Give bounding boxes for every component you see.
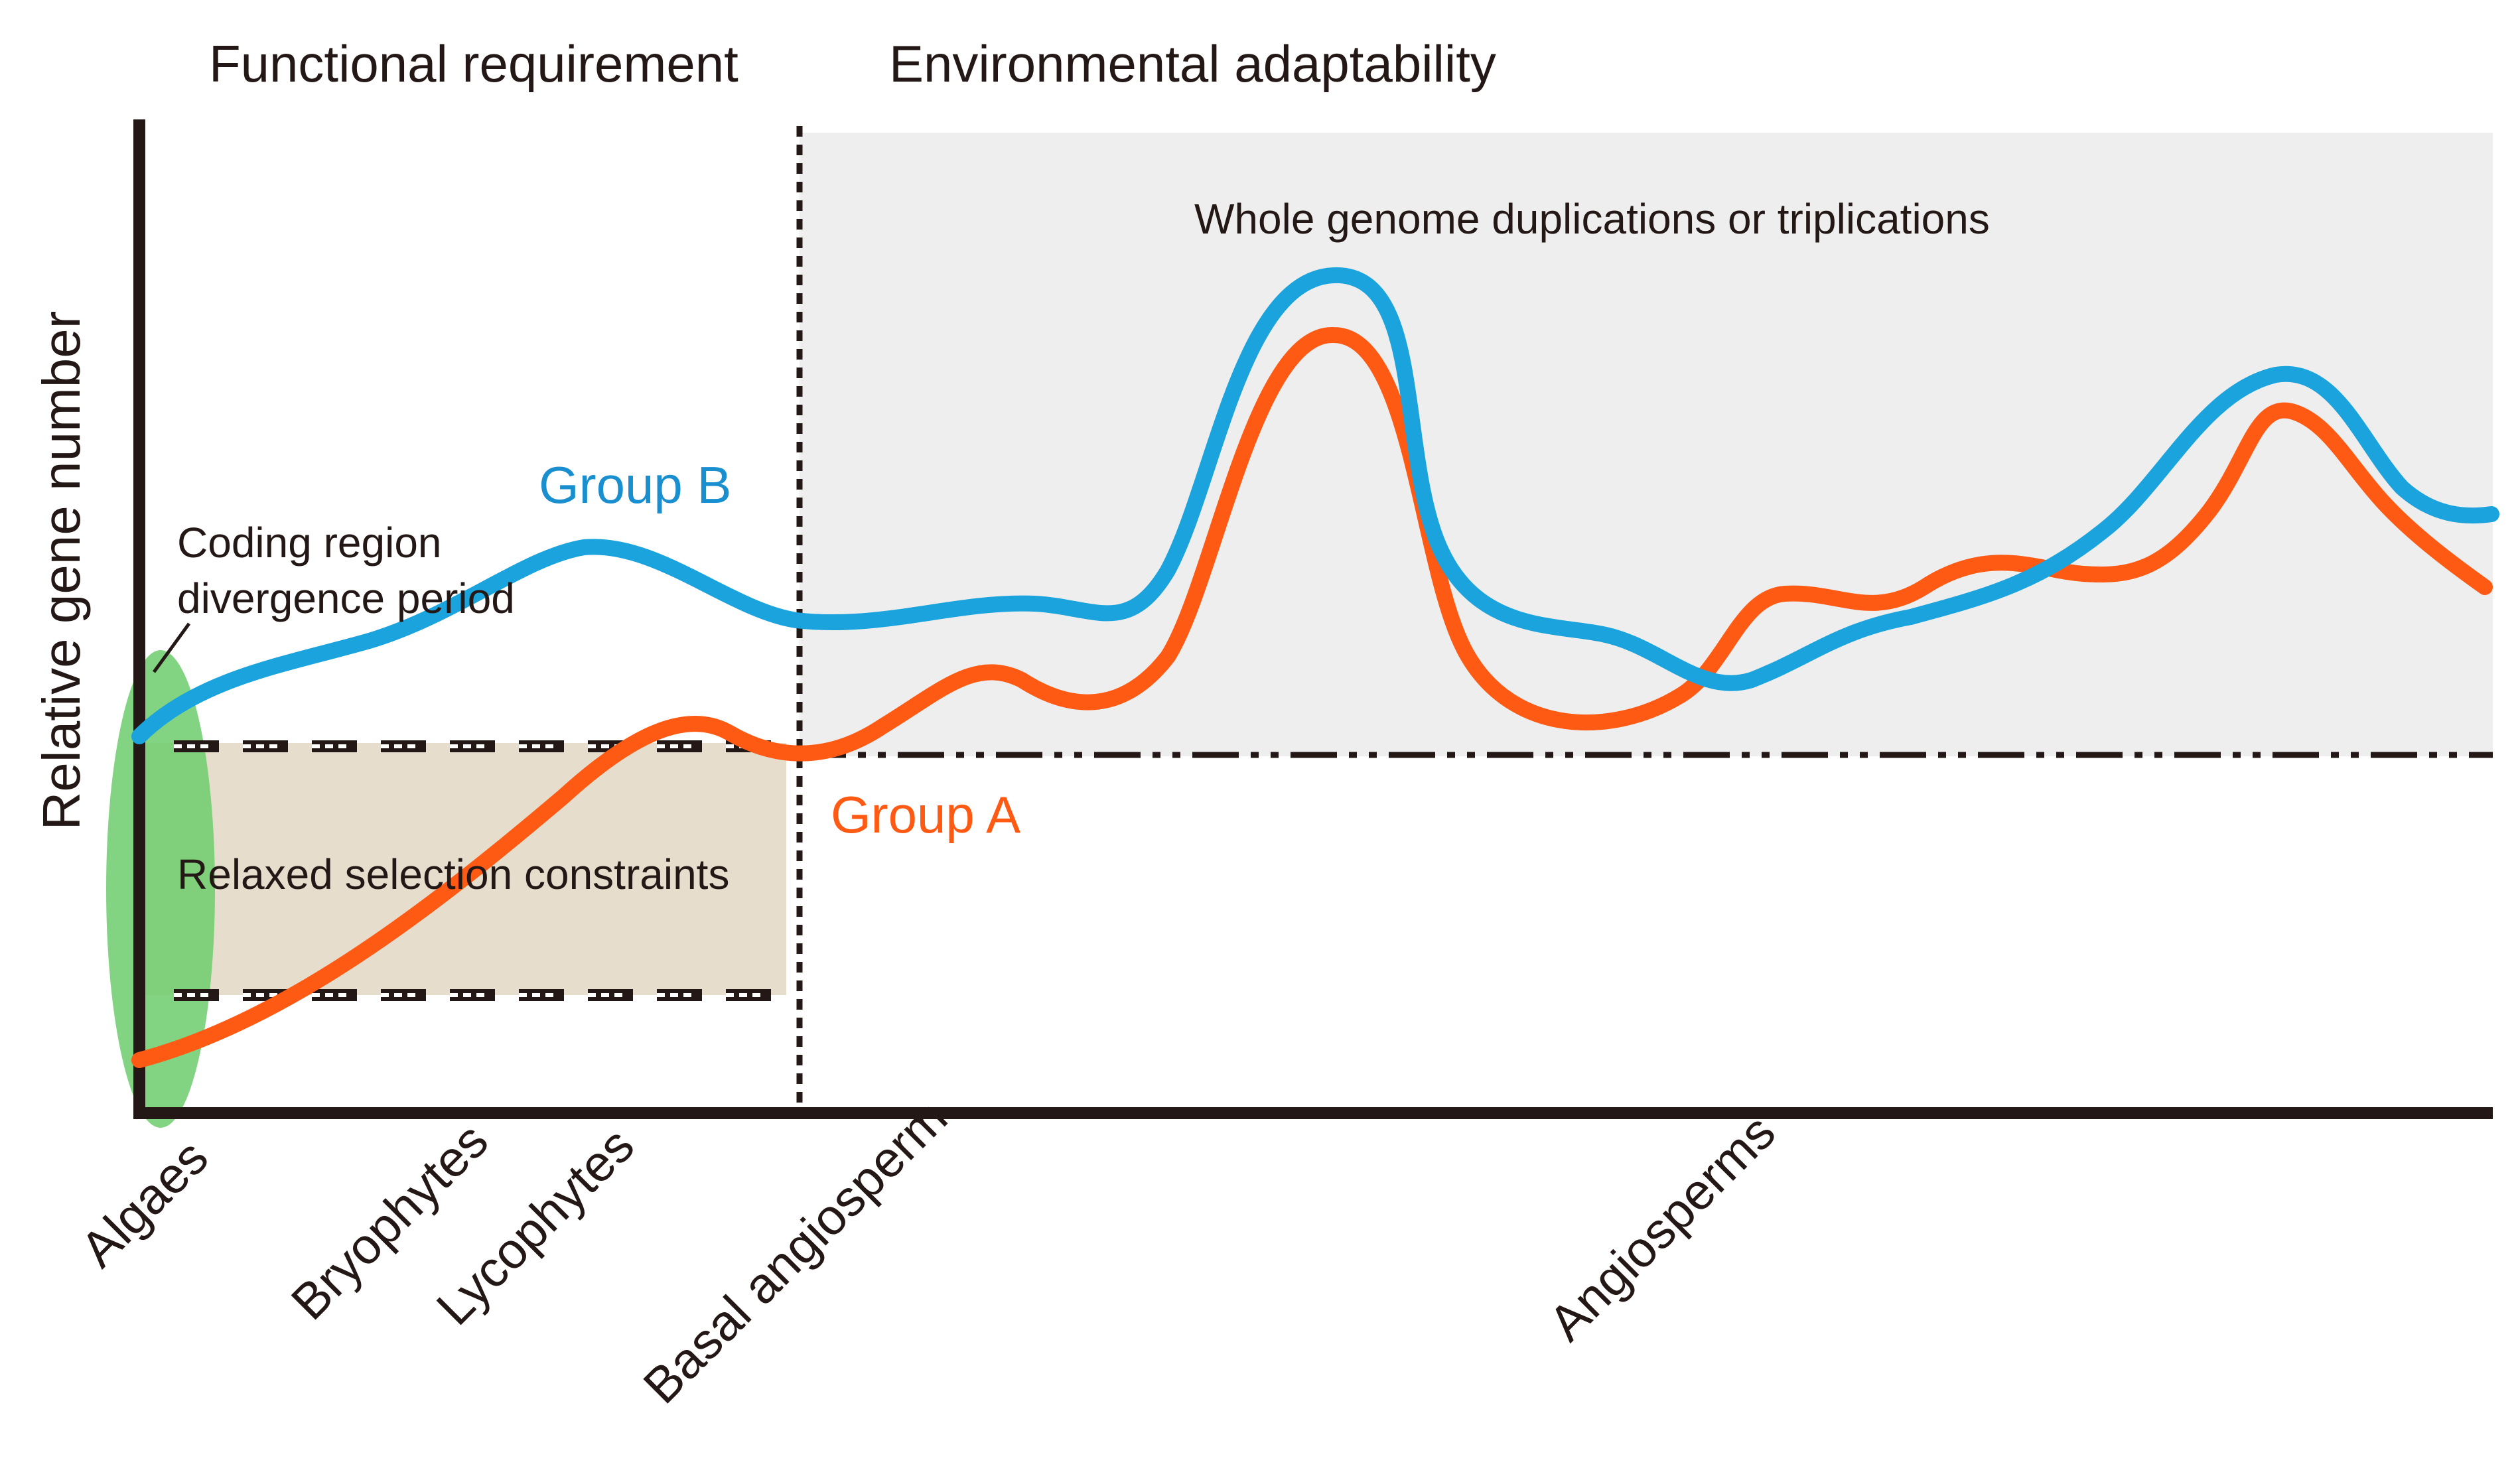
group-a-curve — [131, 326, 2493, 1068]
coding-region-label-line1: Coding region — [177, 519, 442, 567]
group-a-label: Group A — [831, 785, 1020, 844]
group-b-curve — [131, 267, 2499, 744]
x-label-angiosperms: Angiosperms — [1538, 1104, 1786, 1352]
header-environmental-adaptability: Environmental adaptability — [889, 34, 1496, 93]
relaxed-selection-label: Relaxed selection constraints — [177, 850, 729, 898]
x-label-basal-angiosperm: Basal angiosperm — [633, 1089, 958, 1414]
coding-region-label-line2: divergence period — [177, 574, 515, 622]
y-axis-label: Relative gene number — [32, 311, 91, 831]
x-label-algaes: Algaes — [70, 1129, 219, 1278]
group-b-label: Group B — [539, 456, 731, 514]
wgd-label: Whole genome duplications or triplicatio… — [1194, 195, 1990, 243]
header-functional-requirement: Functional requirement — [209, 34, 738, 93]
coding-leader-line — [152, 622, 191, 673]
